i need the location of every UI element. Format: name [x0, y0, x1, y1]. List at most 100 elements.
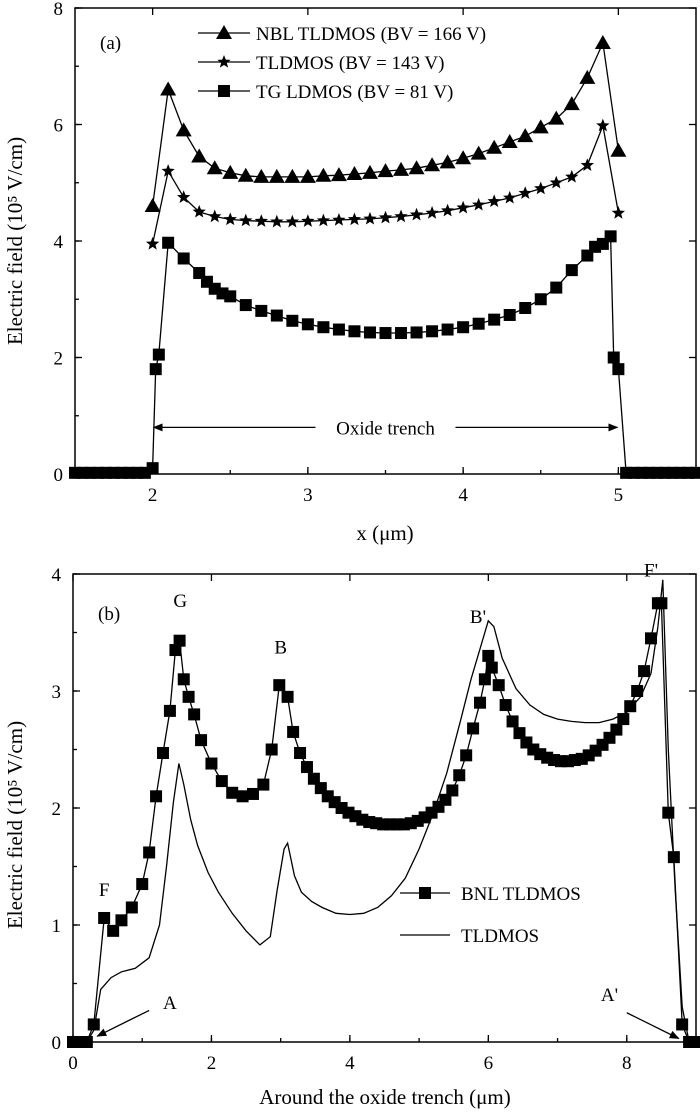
- panel-b-series-0-point: [205, 757, 218, 770]
- panel-a-series-2-point: [550, 281, 563, 294]
- panel-a-series-2-point: [149, 363, 162, 376]
- panel-a-y-tick-label: 8: [54, 0, 64, 20]
- panel-b-series-0-point: [610, 723, 623, 736]
- panel-a-series-0-point: [377, 163, 394, 178]
- panel-b-series-0-point: [163, 704, 176, 717]
- panel-a-series-1-point: [347, 212, 362, 226]
- panel-b-series-0-point: [281, 690, 294, 703]
- panel-a-series-2-point: [348, 325, 361, 338]
- panel-b-series-0-point: [273, 679, 286, 692]
- panel-a-tick-labels: 2 3 4 5 0 2 4 6 8: [54, 0, 624, 506]
- panel-a-series-2-point: [286, 314, 299, 327]
- panel-a-series-2-point: [152, 348, 165, 361]
- panel-a-series-1-point: [425, 206, 439, 219]
- panel-a-series-0-point: [455, 150, 472, 165]
- panel-a-series-2-point: [363, 326, 376, 339]
- panel-b-series-0-point: [294, 747, 307, 760]
- panel-a-x-tick-label: 3: [303, 485, 313, 506]
- panel-b-series-0-point: [265, 743, 278, 756]
- panel-b-series-0-point: [631, 685, 644, 697]
- panel-b-series-0-point: [645, 632, 658, 645]
- legend-b-marker: [419, 887, 431, 899]
- panel-b-series-0-point: [492, 679, 505, 692]
- panel-b-tag: (b): [98, 604, 120, 625]
- panel-a-series-1-point: [145, 236, 160, 250]
- panel-b-arrow: [96, 1009, 150, 1037]
- panel-a-oxide-trench-label: Oxide trench: [336, 418, 435, 439]
- panel-a-series-2-point: [270, 309, 283, 322]
- panel-a-series-1-point: [332, 213, 346, 226]
- panel-b-series-0-point: [115, 914, 128, 927]
- panel-b-series-0-point: [98, 911, 111, 924]
- panel-a-series-0-point: [486, 139, 503, 154]
- panel-a-series-2-point: [426, 325, 439, 338]
- panel-b-series-0-point: [485, 661, 498, 674]
- panel-b-series-0-point: [87, 1018, 100, 1031]
- panel-a-y-tick-label: 0: [54, 465, 64, 486]
- panel-b-series-0-point: [499, 699, 512, 712]
- panel-b-series-0-point: [143, 846, 156, 859]
- panel-b-arrow: [626, 1012, 680, 1040]
- panel-a-series-2-point: [239, 299, 252, 312]
- panel-b-series-0-point: [150, 790, 163, 803]
- panel-a-series-0-point: [330, 167, 347, 182]
- panel-a-series-1-point: [471, 197, 486, 211]
- panel-a-series-1-point: [223, 212, 237, 226]
- panel-a-series-1-point: [316, 213, 331, 227]
- panel-a-series-1-point: [534, 181, 548, 195]
- panel-b-point-label: G: [173, 591, 187, 612]
- panel-b-series-0-point: [617, 713, 630, 726]
- panel-b-tick-labels: 0 2 4 6 8 0 1 2 3 4: [52, 565, 632, 1074]
- panel-a-tag: (a): [100, 33, 121, 54]
- panel-b-series-layer: [67, 579, 700, 1048]
- panel-a-series-1-point: [580, 158, 594, 171]
- panel-a-series-1-point: [596, 118, 610, 132]
- panel-a-series-0-point: [408, 160, 425, 175]
- panel-a-series-2-point: [604, 230, 617, 243]
- panel-a-series-0-point: [206, 160, 223, 175]
- panel-b-point-label: A: [163, 993, 177, 1014]
- panel-a-series-2-point: [123, 466, 136, 479]
- panel-a-series-0-point: [268, 168, 285, 183]
- panel-a-series-2-point: [301, 318, 314, 331]
- panel-a-chart: 2 3 4 5 0 2 4 6 8 Oxide trench NBL TLDMOS (BV = …: [3, 0, 700, 545]
- panel-a-series-2-point: [519, 301, 532, 314]
- panel-a-series-2-point: [177, 252, 190, 265]
- panel-b-point-label: B: [274, 638, 287, 659]
- panel-a-series-0-point: [144, 198, 161, 213]
- panel-b-series-0-point: [136, 878, 149, 891]
- panel-a-series-0-point: [175, 122, 192, 137]
- panel-a-series-2-point: [162, 236, 175, 249]
- panel-a-series-1-point: [161, 164, 175, 177]
- panel-a-series-1-point: [239, 213, 253, 227]
- panel-b-point-label: B': [470, 607, 486, 628]
- panel-a-series-1-point: [549, 175, 563, 189]
- panel-b-legend: BNL TLDMOS TLDMOS: [400, 884, 581, 947]
- panel-b-series-0-point: [156, 747, 169, 760]
- panel-a-x-axis-label: x (μm): [356, 521, 413, 545]
- panel-a-series-0-point: [439, 154, 456, 169]
- panel-a-series-0-point: [253, 168, 270, 183]
- panel-b-series-0-point: [246, 787, 259, 800]
- panel-a-series-1-point: [254, 214, 268, 227]
- panel-a-series-2-point: [395, 327, 408, 340]
- panel-a-series-1-point: [270, 214, 284, 228]
- panel-a-series-1-point: [440, 203, 455, 217]
- panel-b-point-label: F: [99, 880, 110, 901]
- panel-a-series-0-point: [563, 96, 580, 111]
- panel-a-x-tick-label: 4: [458, 485, 468, 506]
- panel-b-chart: 0 2 4 6 8 0 1 2 3 4 F G B B' F' A A' BNL TLDMOS TLDMOS (…: [3, 560, 700, 1109]
- panel-b-series-0-point: [453, 769, 466, 782]
- panel-b-series-0-point: [107, 924, 120, 937]
- panel-b-point-label: F': [644, 560, 658, 581]
- panel-b-series-0-point: [287, 725, 300, 738]
- panel-b-series-0-point: [460, 749, 473, 762]
- legend-a-label: NBL TLDMOS (BV = 166 V): [256, 24, 486, 45]
- panel-a-series-2-point: [690, 466, 700, 479]
- panel-b-x-tick-label: 0: [68, 1053, 78, 1074]
- panel-b-series-0-point: [169, 644, 182, 657]
- panel-a-series-2-point: [332, 323, 345, 336]
- panel-a-series-1-point: [177, 190, 191, 203]
- panel-b-y-tick-label: 2: [52, 799, 62, 820]
- panel-a-series-2-point: [457, 321, 470, 334]
